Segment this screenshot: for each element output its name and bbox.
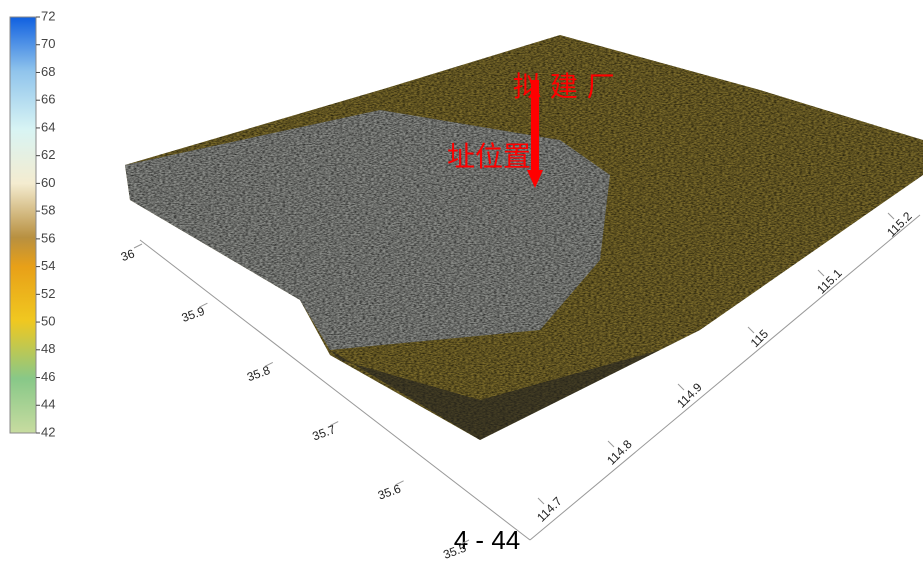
colorbar-tick-label: 60 <box>41 175 55 190</box>
annotation: 拟 建 厂 <box>513 70 615 103</box>
y-tick <box>887 212 895 220</box>
y-axis <box>529 214 921 541</box>
colorbar-tick-label: 46 <box>41 369 55 384</box>
x-tick <box>329 421 339 427</box>
page-number: 4 - 44 <box>454 525 521 555</box>
x-tick-label: 36 <box>119 246 137 264</box>
x-tick-label: 35.7 <box>311 422 338 443</box>
colorbar-tick-label: 44 <box>41 397 55 412</box>
colorbar-tick-label: 50 <box>41 314 55 329</box>
x-tick-label: 35.6 <box>376 481 403 502</box>
x-axis <box>139 239 531 541</box>
colorbar-tick-label: 58 <box>41 203 55 218</box>
x-tick <box>395 480 404 486</box>
annotation: 址位置 <box>447 140 531 173</box>
colorbar-tick-label: 54 <box>41 258 55 273</box>
y-tick <box>677 383 685 391</box>
colorbar-tick-label: 56 <box>41 230 55 245</box>
colorbar-tick-label: 52 <box>41 286 55 301</box>
x-tick-label: 35.5 <box>441 541 468 562</box>
y-tick <box>747 326 755 334</box>
x-tick <box>133 243 143 249</box>
arrow-head <box>527 170 543 188</box>
y-tick <box>607 440 615 448</box>
colorbar-tick-label: 64 <box>41 119 55 134</box>
x-tick <box>199 302 208 308</box>
colorbar <box>9 16 37 434</box>
colorbar-tick-label: 72 <box>41 8 55 23</box>
colorbar-tick-label: 68 <box>41 64 55 79</box>
x-tick-label: 35.8 <box>245 363 272 384</box>
x-tick-label: 35.9 <box>180 304 207 325</box>
surface <box>125 35 923 440</box>
colorbar-tick-label: 70 <box>41 36 55 51</box>
colorbar-tick-label: 62 <box>41 147 55 162</box>
x-tick <box>264 361 274 367</box>
x-tick <box>460 539 470 545</box>
y-tick <box>817 269 825 277</box>
colorbar-tick-label: 66 <box>41 92 55 107</box>
colorbar-tick-label: 48 <box>41 341 55 356</box>
y-tick <box>537 497 545 505</box>
colorbar-tick-label: 42 <box>41 424 55 439</box>
